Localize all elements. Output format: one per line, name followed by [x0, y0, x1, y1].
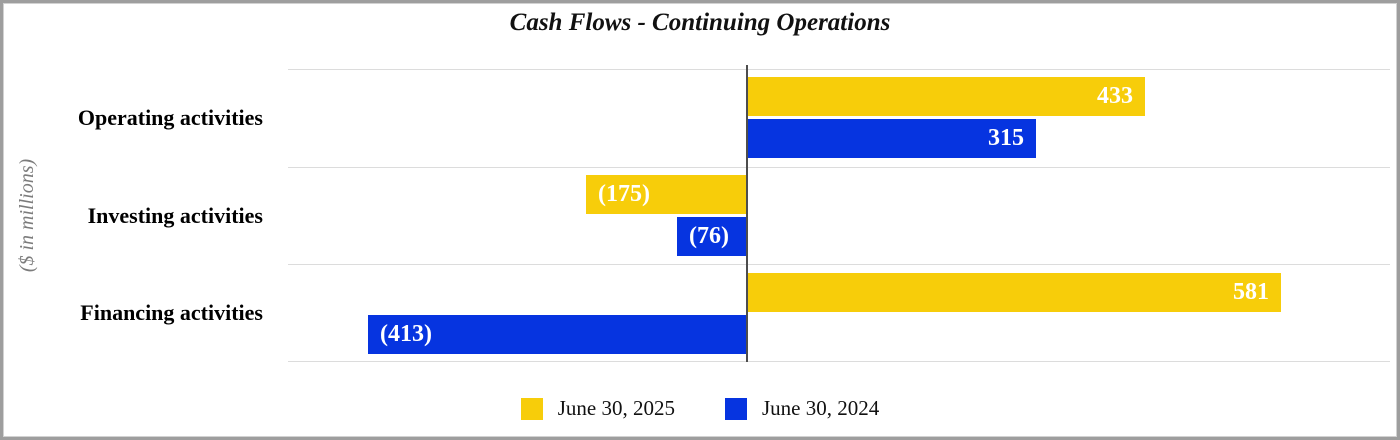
category-separator-gridline [288, 69, 1390, 70]
legend-item-june-30-2024: June 30, 2024 [725, 396, 879, 421]
category-label-operating-activities: Operating activities [77, 105, 263, 130]
bar-investing-activities-june-30-2025: (175) [586, 175, 747, 214]
category-row-financing-activities: Financing activities [3, 264, 275, 362]
chart-title: Cash Flows - Continuing Operations [509, 9, 891, 36]
category-row-investing-activities: Investing activities [3, 167, 275, 265]
value-label-financing-activities-june-30-2024: (413) [380, 321, 432, 347]
category-label-financing-activities: Financing activities [80, 300, 263, 325]
value-label-operating-activities-june-30-2024: 315 [988, 125, 1024, 151]
category-separator-gridline [288, 167, 1390, 168]
category-row-operating-activities: Operating activities [3, 69, 275, 167]
legend-swatch-june-30-2024 [725, 397, 747, 420]
plot-area: 433 315 (175) (76) 581 (413) [288, 65, 1390, 362]
legend-item-june-30-2025: June 30, 2025 [520, 396, 675, 421]
bar-financing-activities-june-30-2025: 581 [747, 273, 1281, 312]
bar-operating-activities-june-30-2024: 315 [747, 119, 1036, 158]
value-label-operating-activities-june-30-2025: 433 [1097, 83, 1133, 109]
bar-operating-activities-june-30-2025: 433 [747, 77, 1145, 116]
legend-label-june-30-2024: June 30, 2024 [762, 396, 880, 420]
legend-swatch-june-30-2025 [520, 397, 543, 420]
value-label-financing-activities-june-30-2025: 581 [1233, 279, 1269, 305]
zero-axis-line [746, 65, 748, 362]
category-separator-gridline [288, 361, 1390, 362]
bar-financing-activities-june-30-2024: (413) [368, 315, 747, 354]
legend: June 30, 2025 June 30, 2024 [3, 396, 1397, 421]
category-label-investing-activities: Investing activities [87, 203, 263, 228]
category-labels-column: Operating activities Investing activities… [3, 69, 275, 362]
legend-label-june-30-2025: June 30, 2025 [557, 396, 675, 420]
value-label-investing-activities-june-30-2025: (175) [598, 181, 650, 207]
bar-investing-activities-june-30-2024: (76) [677, 217, 747, 256]
category-separator-gridline [288, 264, 1390, 265]
value-label-investing-activities-june-30-2024: (76) [689, 223, 729, 249]
